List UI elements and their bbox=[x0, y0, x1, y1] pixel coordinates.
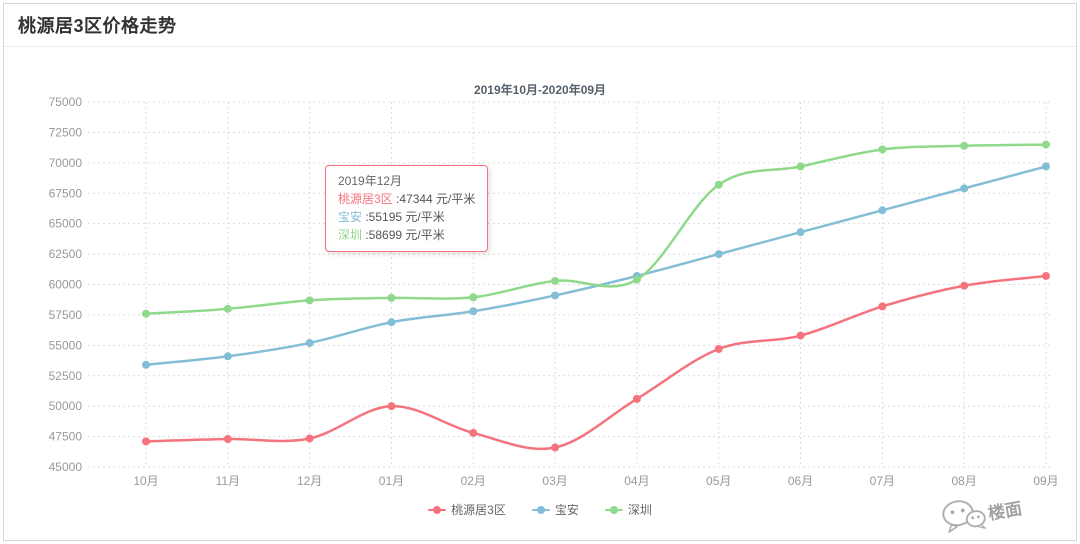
legend-label: 深圳 bbox=[627, 503, 652, 517]
legend-label: 宝安 bbox=[554, 503, 579, 517]
y-axis-tick-label: 52500 bbox=[49, 369, 83, 383]
x-axis-tick-label: 07月 bbox=[870, 474, 895, 488]
data-point[interactable] bbox=[796, 162, 805, 171]
chart-canvas[interactable]: 45000 47500 50000 52500 55000 57500 60000 62500… bbox=[0, 48, 1080, 544]
series-line-0 bbox=[144, 274, 1048, 451]
y-axis-tick-label: 70000 bbox=[49, 156, 83, 170]
y-axis-tick-label: 47500 bbox=[49, 430, 83, 444]
x-axis-tick-label: 01月 bbox=[379, 474, 404, 488]
legend-marker bbox=[428, 505, 447, 515]
y-axis-tick-label: 72500 bbox=[49, 125, 83, 139]
page-title: 桃源居3区价格走势 bbox=[18, 16, 177, 36]
data-point[interactable] bbox=[1042, 271, 1050, 280]
x-axis-tick-label: 03月 bbox=[542, 474, 567, 488]
data-point[interactable] bbox=[469, 293, 478, 302]
data-point[interactable] bbox=[469, 428, 478, 437]
y-axis-tick-label: 55000 bbox=[49, 338, 83, 352]
x-axis-tick-label: 10月 bbox=[133, 474, 158, 488]
y-axis-tick-label: 60000 bbox=[49, 278, 83, 292]
x-axis-tick-label: 08月 bbox=[952, 474, 977, 488]
data-point[interactable] bbox=[960, 141, 969, 150]
x-axis-tick-label: 11月 bbox=[216, 474, 240, 488]
header: 桃源居3区价格走势 bbox=[4, 4, 1076, 47]
data-point[interactable] bbox=[223, 435, 232, 444]
series-line-1 bbox=[144, 165, 1048, 367]
data-point[interactable] bbox=[714, 344, 723, 353]
data-point[interactable] bbox=[142, 437, 150, 446]
data-point[interactable] bbox=[796, 228, 805, 237]
x-axis-tick-label: 04月 bbox=[624, 474, 649, 488]
y-axis-tick-label: 75000 bbox=[49, 95, 83, 109]
y-axis-tick-label: 50000 bbox=[49, 399, 83, 413]
data-point[interactable] bbox=[878, 206, 887, 215]
data-point[interactable] bbox=[714, 180, 723, 189]
data-point[interactable] bbox=[387, 402, 396, 411]
y-axis-tick-label: 45000 bbox=[49, 460, 83, 474]
legend-marker bbox=[531, 505, 550, 515]
data-point[interactable] bbox=[305, 296, 314, 305]
y-axis-tick-label: 65000 bbox=[49, 217, 83, 231]
y-axis-tick-label: 57500 bbox=[49, 308, 83, 322]
data-point[interactable] bbox=[387, 293, 396, 302]
data-point[interactable] bbox=[387, 318, 396, 327]
data-point[interactable] bbox=[142, 309, 150, 318]
data-point[interactable] bbox=[551, 291, 560, 300]
tooltip-row: 深圳 :58699 元/平米 bbox=[338, 228, 445, 242]
x-axis-tick-label: 06月 bbox=[788, 474, 813, 488]
y-axis-tick-label: 67500 bbox=[49, 186, 83, 200]
price-trend-chart: 2019年10月-2020年09月 45000 47500 50000 52500 55… bbox=[0, 48, 1080, 544]
data-point[interactable] bbox=[142, 360, 150, 369]
x-axis-tick-label: 02月 bbox=[461, 474, 486, 488]
data-point[interactable] bbox=[551, 443, 560, 452]
chart-tooltip: 2019年12月 桃源居3区 :47344 元/平米 宝安 :55195 元/平米… bbox=[325, 165, 489, 252]
series-line-2 bbox=[144, 143, 1048, 315]
tooltip-title: 2019年12月 bbox=[338, 174, 403, 188]
legend-marker bbox=[604, 505, 623, 515]
watermark: 楼面 bbox=[937, 487, 1024, 539]
legend-label: 桃源居3区 bbox=[451, 503, 506, 517]
legend-item-2[interactable]: 深圳 bbox=[604, 501, 652, 518]
data-point[interactable] bbox=[632, 275, 641, 284]
data-point[interactable] bbox=[960, 184, 969, 193]
x-axis-tick-label: 12月 bbox=[297, 474, 322, 488]
legend-item-1[interactable]: 宝安 bbox=[531, 501, 579, 518]
data-point[interactable] bbox=[878, 302, 887, 311]
chart-legend: 桃源居3区 宝安 深圳 bbox=[0, 501, 1080, 518]
data-point[interactable] bbox=[960, 281, 969, 290]
data-point[interactable] bbox=[223, 352, 232, 361]
data-point[interactable] bbox=[714, 250, 723, 259]
data-point[interactable] bbox=[1042, 140, 1050, 149]
data-point[interactable] bbox=[305, 434, 314, 443]
data-point[interactable] bbox=[796, 331, 805, 340]
legend-item-0[interactable]: 桃源居3区 bbox=[428, 501, 506, 518]
data-point[interactable] bbox=[878, 145, 887, 154]
data-point[interactable] bbox=[632, 394, 641, 403]
tooltip-row: 桃源居3区 :47344 元/平米 bbox=[338, 192, 476, 206]
data-point[interactable] bbox=[551, 276, 560, 285]
data-point[interactable] bbox=[469, 307, 478, 316]
x-axis-tick-label: 09月 bbox=[1033, 474, 1058, 488]
data-point[interactable] bbox=[223, 304, 232, 313]
x-axis-tick-label: 05月 bbox=[706, 474, 731, 488]
data-point[interactable] bbox=[1042, 162, 1050, 171]
watermark-text: 楼面 bbox=[986, 498, 1024, 524]
chart-subtitle: 2019年10月-2020年09月 bbox=[473, 83, 607, 97]
data-point[interactable] bbox=[305, 338, 314, 347]
wechat-icon bbox=[942, 500, 986, 533]
tooltip-row: 宝安 :55195 元/平米 bbox=[338, 210, 445, 224]
y-axis-tick-label: 62500 bbox=[49, 247, 83, 261]
